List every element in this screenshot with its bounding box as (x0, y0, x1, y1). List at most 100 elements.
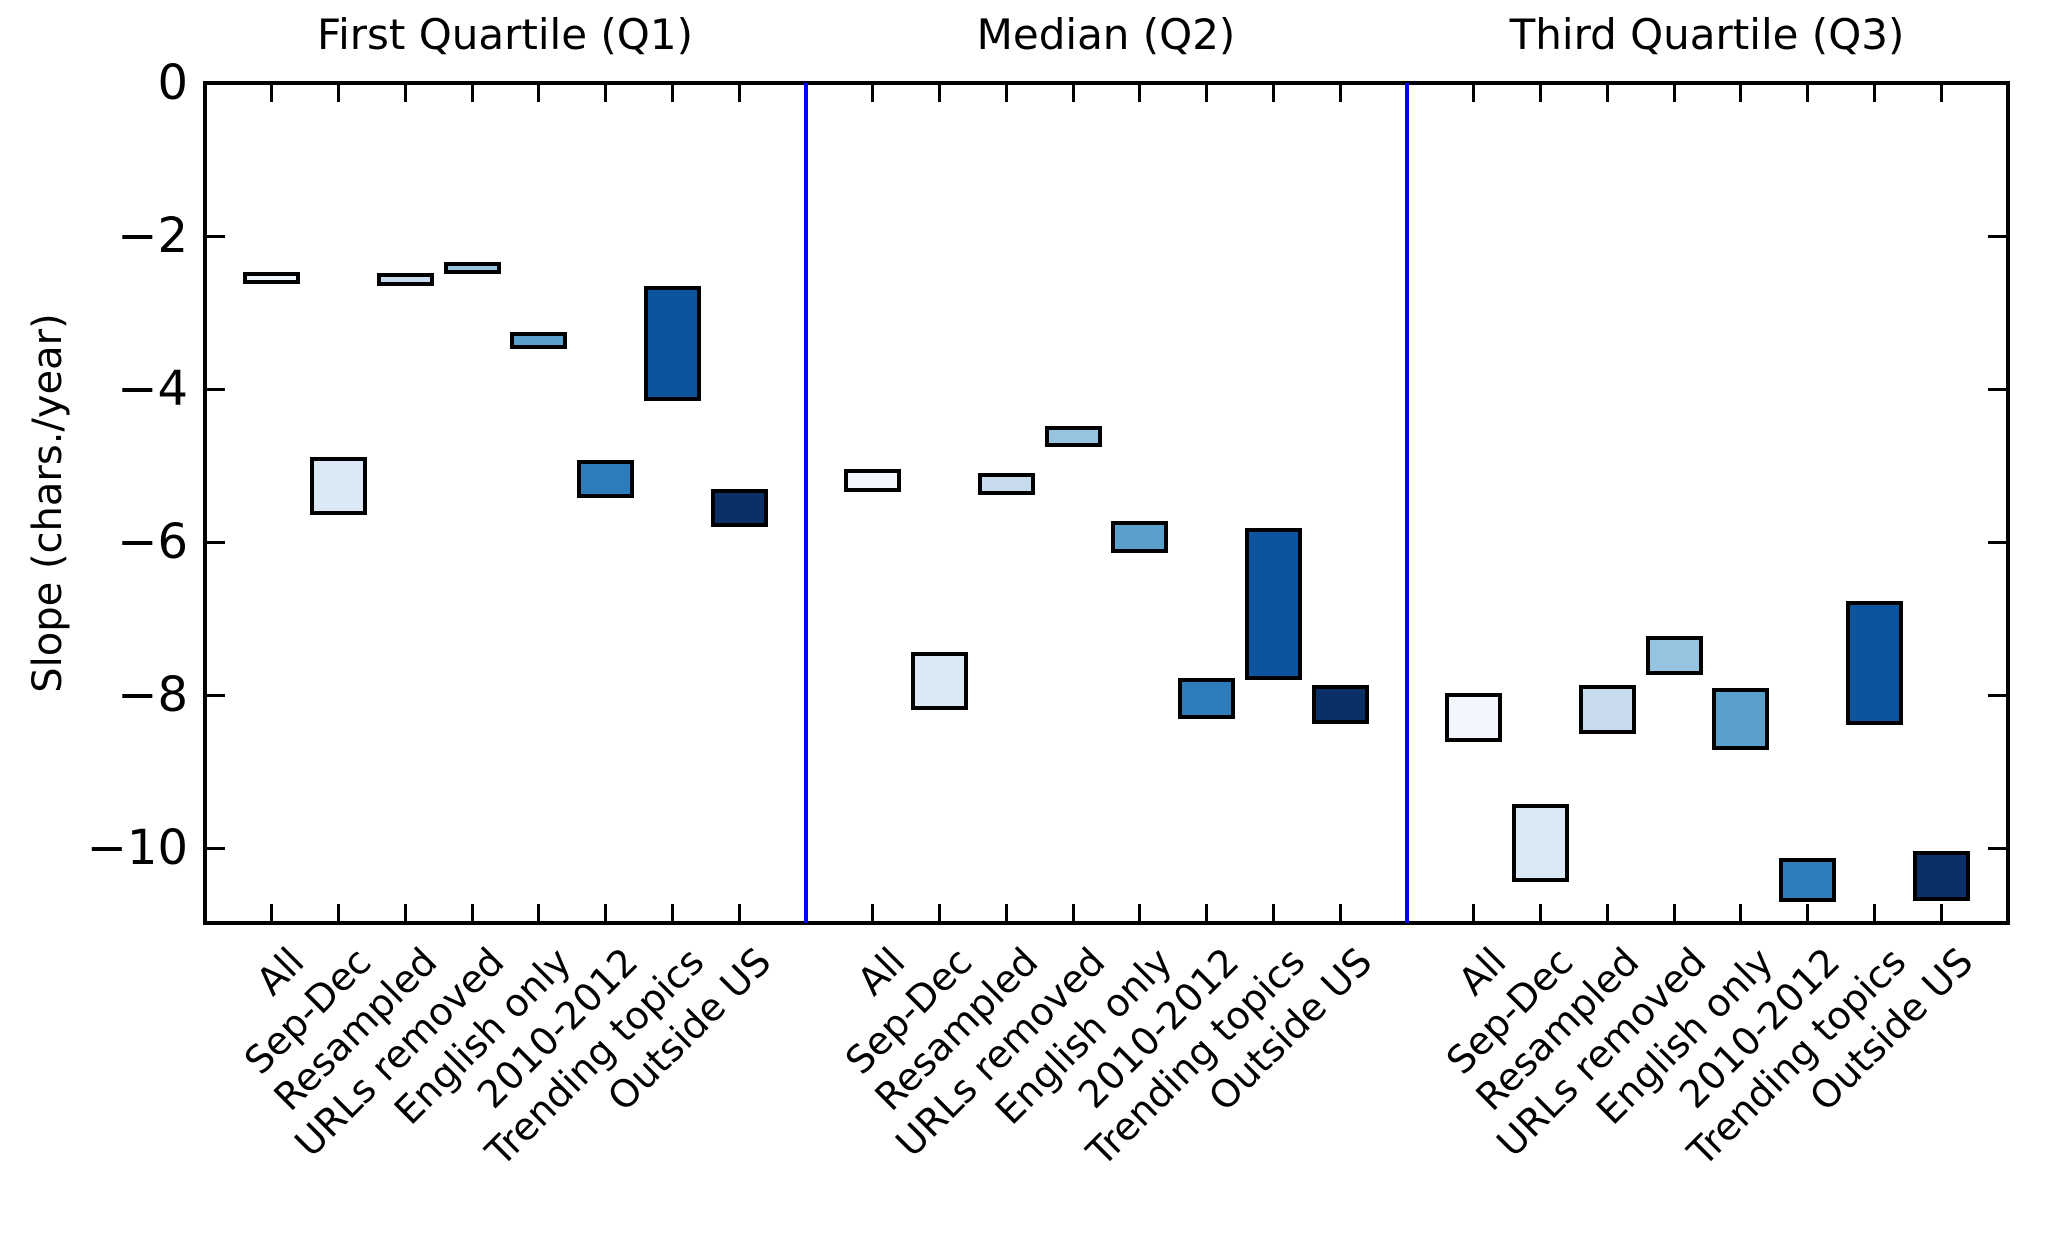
range-bar-q2-english-only (1111, 520, 1169, 553)
range-bar-q3-all (1445, 692, 1503, 742)
panel-title-q2: Median (Q2) (976, 10, 1236, 59)
category-tick-bottom (1004, 904, 1008, 921)
range-bar-q2-resampled (977, 473, 1035, 496)
category-tick-bottom (1138, 904, 1142, 921)
range-bar-q2-trending-topics (1244, 528, 1302, 681)
y-tick-left (207, 846, 225, 850)
y-tick-right (1988, 846, 2006, 850)
y-tick-left (207, 81, 225, 85)
category-tick-top (1872, 85, 1876, 102)
range-bar-q2-2010-2012 (1178, 678, 1236, 719)
panel-divider (1405, 83, 1409, 923)
category-tick-top (1739, 85, 1743, 102)
y-tick-left (207, 234, 225, 238)
panel-divider (804, 83, 808, 923)
category-tick-bottom (270, 904, 274, 921)
range-bar-q3-urls-removed (1645, 636, 1703, 676)
range-bar-q2-all (844, 469, 902, 493)
category-tick-top (470, 85, 474, 102)
category-tick-bottom (1539, 904, 1543, 921)
category-tick-bottom (1806, 904, 1810, 921)
category-tick-bottom (1672, 904, 1676, 921)
category-tick-bottom (537, 904, 541, 921)
panel-title-q3: Third Quartile (Q3) (1509, 10, 1905, 59)
category-tick-bottom (1872, 904, 1876, 921)
y-tick-right (1988, 693, 2006, 697)
axis-spine-left (203, 81, 207, 925)
category-tick-top (1806, 85, 1810, 102)
category-tick-bottom (1605, 904, 1609, 921)
y-tick-label: −2 (117, 208, 188, 264)
category-tick-top (1071, 85, 1075, 102)
category-tick-top (1205, 85, 1209, 102)
y-tick-label: 0 (157, 55, 188, 111)
axis-spine-top (203, 81, 2010, 85)
category-tick-bottom (1205, 904, 1209, 921)
y-tick-right (1988, 540, 2006, 544)
category-tick-top (871, 85, 875, 102)
category-tick-bottom (1338, 904, 1342, 921)
y-tick-left (207, 693, 225, 697)
axis-spine-bottom (203, 921, 2010, 925)
category-tick-bottom (670, 904, 674, 921)
y-tick-label: −10 (86, 820, 188, 876)
category-tick-bottom (604, 904, 608, 921)
range-bar-q2-outside-us (1311, 685, 1369, 725)
y-tick-right (1988, 234, 2006, 238)
category-tick-bottom (1271, 904, 1275, 921)
range-bar-q3-trending-topics (1845, 600, 1903, 725)
category-tick-bottom (1739, 904, 1743, 921)
category-tick-top (1472, 85, 1476, 102)
y-tick-left (207, 387, 225, 391)
range-bar-q1-trending-topics (643, 286, 701, 402)
figure-canvas: Slope (chars./year) First Quartile (Q1) … (25, 10, 2010, 1175)
range-bar-q2-urls-removed (1044, 425, 1102, 448)
category-tick-top (737, 85, 741, 102)
category-tick-top (1539, 85, 1543, 102)
range-bar-q1-2010-2012 (577, 460, 635, 498)
category-tick-bottom (337, 904, 341, 921)
category-tick-top (1271, 85, 1275, 102)
category-tick-bottom (737, 904, 741, 921)
range-bar-q3-english-only (1712, 688, 1770, 751)
category-tick-top (604, 85, 608, 102)
y-tick-right (1988, 81, 2006, 85)
category-tick-bottom (1939, 904, 1943, 921)
category-tick-bottom (1071, 904, 1075, 921)
category-tick-top (1338, 85, 1342, 102)
category-tick-bottom (470, 904, 474, 921)
category-tick-top (537, 85, 541, 102)
range-bar-q3-2010-2012 (1779, 857, 1837, 903)
category-tick-top (1605, 85, 1609, 102)
range-bar-q3-outside-us (1912, 851, 1970, 901)
range-bar-q3-sep-dec (1512, 804, 1570, 882)
range-bar-q3-resampled (1578, 685, 1636, 734)
range-bar-q1-all (243, 271, 301, 285)
category-tick-bottom (871, 904, 875, 921)
category-tick-bottom (938, 904, 942, 921)
y-tick-label: −8 (117, 667, 188, 723)
category-tick-bottom (1472, 904, 1476, 921)
category-tick-top (1672, 85, 1676, 102)
y-tick-label: −6 (117, 514, 188, 570)
y-tick-right (1988, 387, 2006, 391)
category-tick-top (337, 85, 341, 102)
category-tick-bottom (403, 904, 407, 921)
range-bar-q2-sep-dec (911, 652, 969, 711)
range-bar-q1-resampled (376, 273, 434, 287)
y-tick-label: −4 (117, 361, 188, 417)
category-tick-top (403, 85, 407, 102)
panel-title-q1: First Quartile (Q1) (317, 10, 693, 59)
range-bar-q1-outside-us (710, 489, 768, 528)
category-tick-top (670, 85, 674, 102)
category-tick-top (1138, 85, 1142, 102)
y-tick-left (207, 540, 225, 544)
category-tick-top (1939, 85, 1943, 102)
range-bar-q1-urls-removed (443, 262, 501, 275)
category-tick-top (938, 85, 942, 102)
category-tick-top (270, 85, 274, 102)
range-bar-q1-sep-dec (310, 457, 368, 516)
axis-spine-right (2006, 81, 2010, 925)
category-tick-top (1004, 85, 1008, 102)
range-bar-q1-english-only (510, 332, 568, 350)
